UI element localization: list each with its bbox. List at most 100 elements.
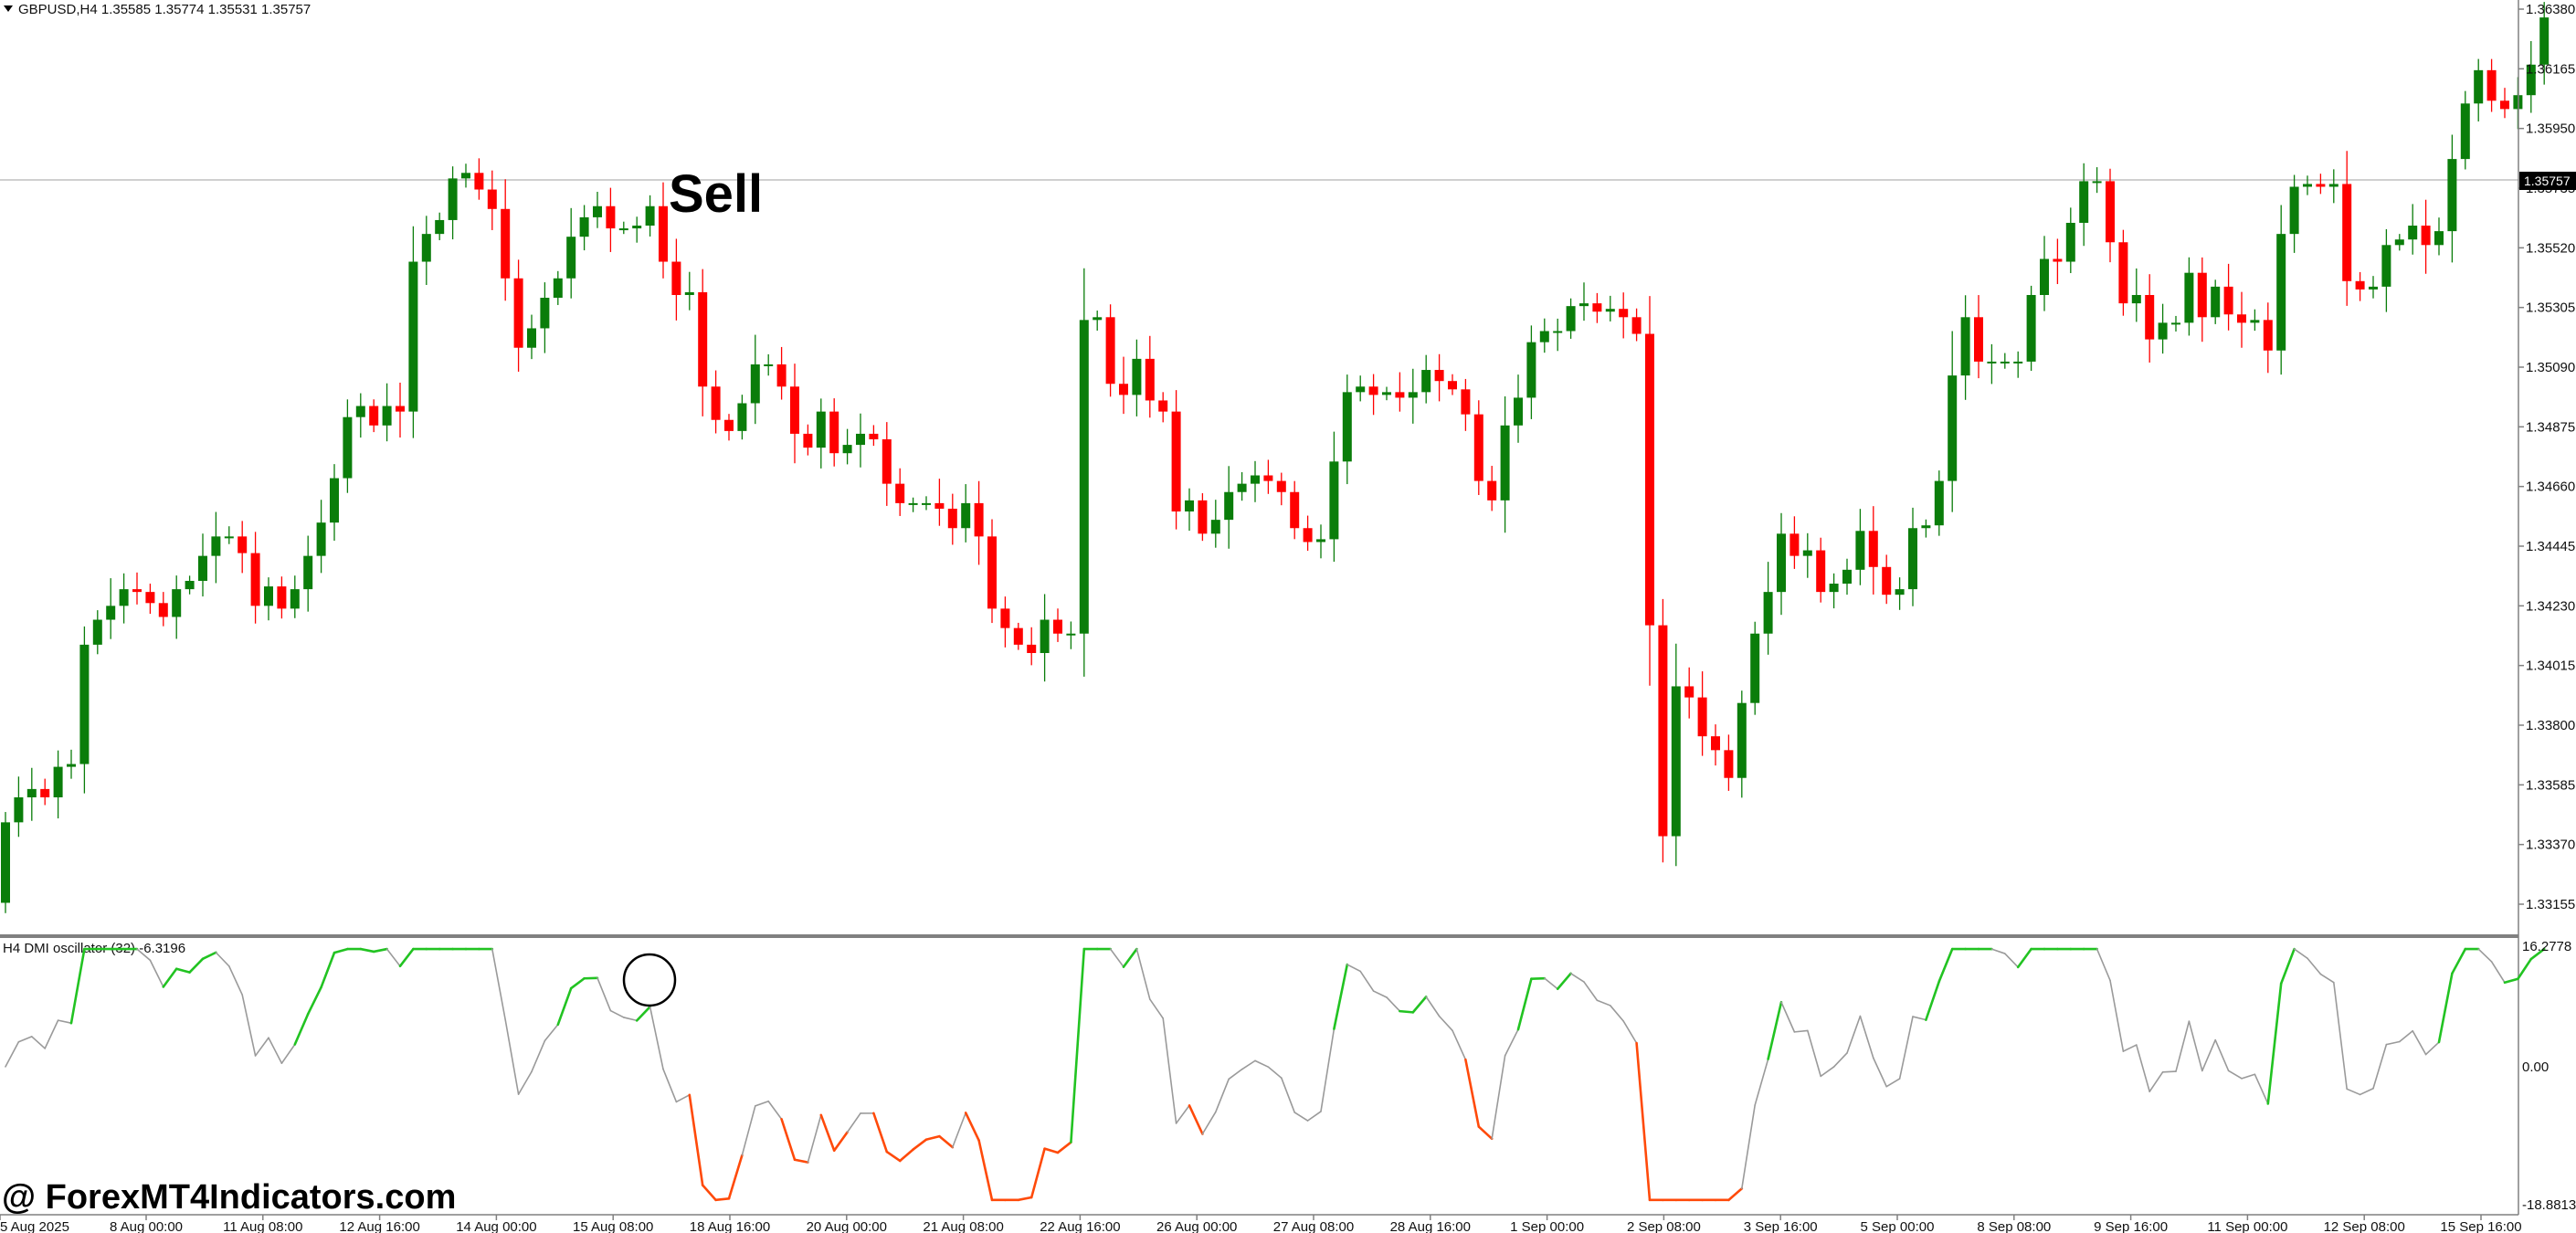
time-tick-label: 8 Aug 00:00 xyxy=(110,1219,183,1233)
candle-bull xyxy=(1987,361,1997,364)
oscillator-segment xyxy=(1333,963,1349,1030)
candle-bull xyxy=(1342,392,1352,462)
indicator-axis-zero: 0.00 xyxy=(2522,1059,2549,1075)
candle-bull xyxy=(408,261,418,412)
oscillator-segment xyxy=(531,1039,546,1073)
oscillator-segment xyxy=(622,1017,639,1022)
candle-bull xyxy=(1539,331,1549,342)
oscillator-segment xyxy=(964,1112,980,1142)
oscillator-segment xyxy=(320,951,336,989)
candle-bull xyxy=(1842,569,1852,585)
oscillator-segment xyxy=(544,1023,559,1042)
candle-bear xyxy=(776,364,787,387)
time-tick-label: 15 Sep 16:00 xyxy=(2440,1219,2521,1233)
candle-bear xyxy=(2118,242,2128,304)
oscillator-segment xyxy=(491,948,507,1021)
candle-bull xyxy=(961,502,971,529)
candle-bull xyxy=(1526,342,1536,398)
candle-bear xyxy=(250,553,260,606)
header-info[interactable]: GBPUSD,H4 1.35585 1.35774 1.35531 1.3575… xyxy=(4,2,311,17)
candle-bear xyxy=(1974,317,1983,362)
triangle-down-icon[interactable] xyxy=(4,5,13,12)
oscillator-segment xyxy=(556,986,573,1027)
oscillator-segment xyxy=(1386,996,1401,1012)
candle-bull xyxy=(1829,584,1839,593)
oscillator-segment xyxy=(2175,1020,2191,1072)
candle-bull xyxy=(2079,181,2089,223)
candle-bull xyxy=(2026,294,2036,362)
candle-bear xyxy=(1473,414,1483,481)
oscillator-segment xyxy=(1937,947,1954,983)
time-axis[interactable]: 5 Aug 2025 8 Aug 00:00 11 Aug 08:00 12 Aug … xyxy=(0,1215,2522,1233)
oscillator-segment xyxy=(1780,1001,1796,1033)
candle-bull xyxy=(2250,320,2260,323)
oscillator-segment xyxy=(1109,948,1124,968)
time-tick-label: 1 Sep 00:00 xyxy=(1510,1219,1584,1233)
indicator-panel[interactable]: H4 DMI oscillator (32) -6.3196 16.2778 0… xyxy=(3,939,2576,1213)
oscillator-segment xyxy=(1188,1104,1204,1135)
oscillator-segment xyxy=(1293,1112,1309,1122)
oscillator-segment xyxy=(1754,1058,1769,1106)
price-axis[interactable]: 1.363801.361651.359501.357351.355201.353… xyxy=(2518,2,2575,912)
candle-bull xyxy=(2131,294,2141,304)
candle-bear xyxy=(724,419,734,431)
candle-bull xyxy=(1514,397,1523,426)
candle-bull xyxy=(1408,392,1418,398)
oscillator-segment xyxy=(2227,1070,2243,1080)
candle-bull xyxy=(1079,320,1089,634)
oscillator-segment xyxy=(2385,1040,2401,1046)
oscillator-segment xyxy=(596,976,612,1012)
oscillator-segment xyxy=(1859,1015,1874,1059)
time-tick-label: 21 Aug 08:00 xyxy=(923,1219,1003,1233)
candle-bear xyxy=(2500,100,2509,110)
candle-bear xyxy=(1119,384,1128,395)
oscillator-segment xyxy=(136,948,152,962)
candle-bull xyxy=(1132,358,1142,395)
oscillator-segment xyxy=(372,947,388,954)
candle-bull xyxy=(2474,69,2484,104)
oscillator-segment xyxy=(201,951,217,961)
candle-bear xyxy=(659,206,668,262)
candle-bear xyxy=(1658,625,1668,837)
oscillator-segment xyxy=(2503,977,2519,985)
candle-bull xyxy=(2065,222,2075,262)
candle-bear xyxy=(2145,294,2155,340)
candle-bear xyxy=(474,173,484,190)
candle-bull xyxy=(14,797,24,823)
oscillator-segment xyxy=(688,1093,704,1186)
candle-bull xyxy=(92,619,102,645)
oscillator-segment xyxy=(69,947,86,1025)
candle-bear xyxy=(1448,381,1457,390)
oscillator-segment xyxy=(569,976,586,990)
oscillator-segment xyxy=(952,1112,966,1148)
candle-bull xyxy=(316,522,326,556)
oscillator-segment xyxy=(977,1139,994,1202)
oscillator-segment xyxy=(1741,1104,1756,1190)
candle-bull xyxy=(645,206,655,227)
candle-bull xyxy=(1066,633,1076,636)
oscillator-segment xyxy=(1793,1029,1809,1033)
candle-bear xyxy=(238,536,248,553)
price-panel[interactable]: Sell GBPUSD,H4 1.35585 1.35774 1.35531 1… xyxy=(0,2,2550,913)
candle-bull xyxy=(1421,370,1431,393)
candle-bull xyxy=(435,219,445,235)
time-tick-label: 28 Aug 16:00 xyxy=(1390,1219,1471,1233)
oscillator-segment xyxy=(1372,990,1388,998)
candle-bear xyxy=(2355,280,2365,290)
time-tick-label: 5 Sep 00:00 xyxy=(1861,1219,1935,1233)
candle-bull xyxy=(290,589,300,609)
candle-bull xyxy=(448,178,458,220)
oscillator-segment xyxy=(1846,1015,1862,1054)
candle-bull xyxy=(1382,392,1391,395)
oscillator-segment xyxy=(1201,1111,1217,1135)
oscillator-segment xyxy=(2477,948,2493,963)
price-tick-label: 1.34230 xyxy=(2526,598,2575,614)
candle-bear xyxy=(40,788,50,798)
candle-bull xyxy=(540,298,550,329)
oscillator-segment xyxy=(1820,1066,1835,1078)
candle-bear xyxy=(882,439,892,484)
candles xyxy=(1,2,2550,913)
candle-bull xyxy=(764,364,774,366)
oscillator-segment xyxy=(2437,972,2454,1044)
